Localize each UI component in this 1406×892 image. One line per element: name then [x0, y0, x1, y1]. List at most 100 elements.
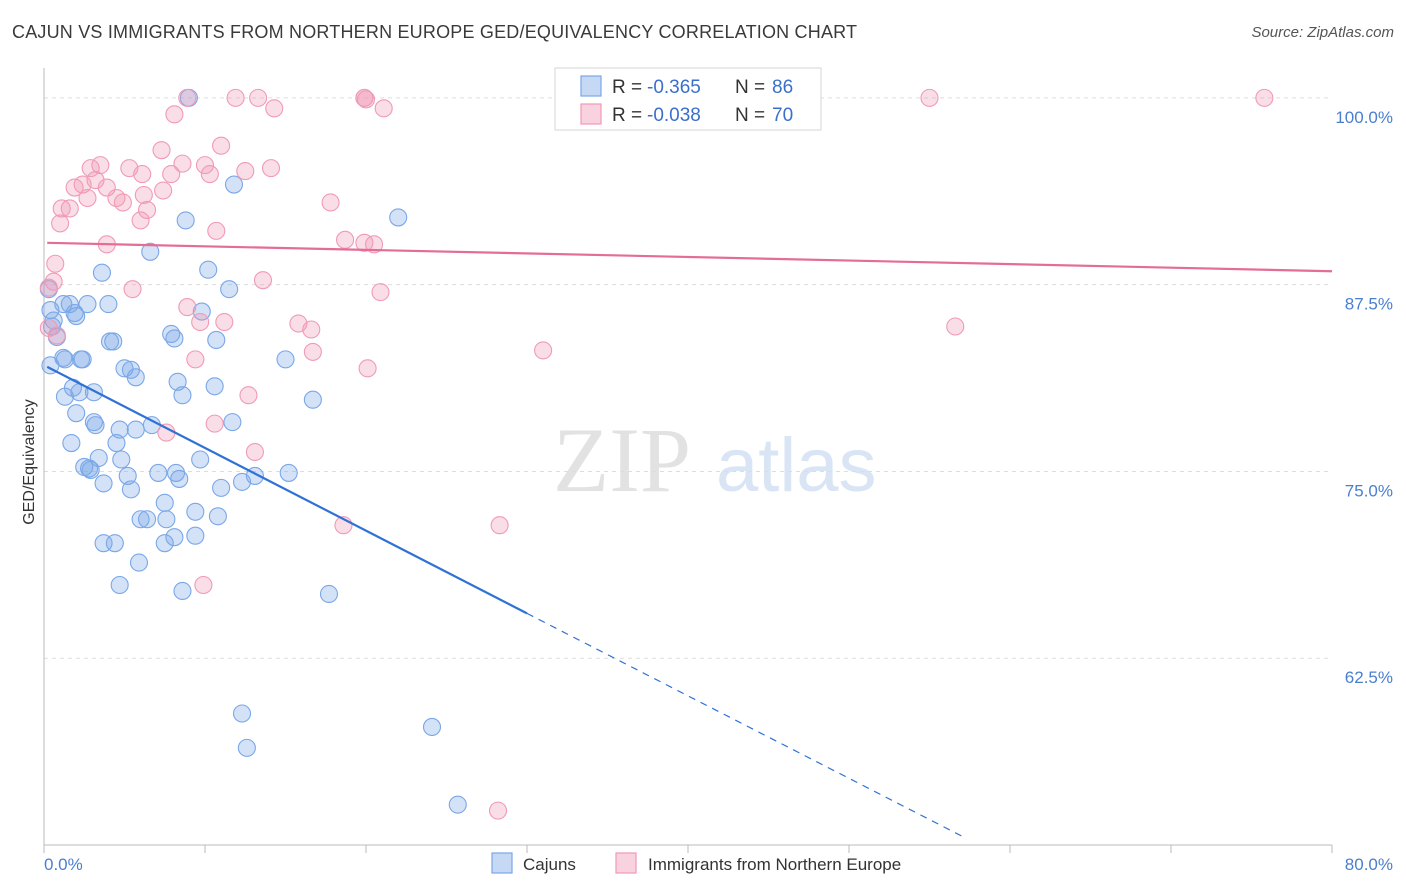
stats-r-label-1: R =: [612, 77, 642, 98]
data-point: [245, 442, 264, 462]
data-point: [110, 575, 129, 595]
data-point: [155, 534, 174, 553]
data-point: [126, 368, 145, 387]
data-point: [149, 463, 168, 482]
data-point: [67, 404, 86, 423]
data-point: [200, 165, 219, 184]
data-point: [107, 434, 126, 453]
data-point: [336, 230, 355, 249]
data-point: [488, 801, 508, 820]
data-point: [173, 386, 192, 405]
data-point: [186, 526, 205, 545]
data-point: [92, 263, 112, 282]
source-credit: Source: ZipAtlas.com: [1251, 24, 1394, 41]
data-point: [195, 156, 215, 175]
data-point: [205, 377, 224, 396]
data-point: [131, 510, 150, 529]
data-point: [133, 165, 152, 184]
data-point: [112, 450, 131, 469]
x-tick-label-min: 0.0%: [44, 855, 83, 874]
data-point: [129, 553, 149, 572]
data-point: [154, 181, 173, 200]
data-point: [319, 584, 339, 604]
data-point: [212, 478, 231, 497]
data-point: [155, 493, 174, 512]
data-point: [1255, 88, 1274, 107]
data-point: [67, 306, 86, 326]
chart-title: CAJUN VS IMMIGRANTS FROM NORTHERN EUROPE…: [12, 22, 858, 42]
data-point: [371, 283, 390, 302]
data-point: [364, 235, 384, 254]
data-point: [223, 413, 242, 432]
legend-label-immigrants: Immigrants from Northern Europe: [648, 855, 901, 874]
data-point: [207, 330, 226, 350]
trend-line-cajuns-extrapolated: [526, 612, 962, 837]
data-point: [165, 329, 184, 348]
data-point: [99, 295, 118, 314]
data-point: [422, 717, 442, 737]
data-point: [62, 434, 81, 453]
data-point: [78, 188, 97, 208]
legend-swatch-immigrants: [615, 852, 637, 874]
x-tick-label-max: 80.0%: [1345, 855, 1393, 874]
data-point: [356, 90, 376, 109]
data-point: [358, 359, 377, 378]
stats-r-label-2: R =: [612, 105, 642, 126]
data-point: [232, 704, 252, 723]
data-point: [946, 317, 965, 336]
y-tick-label: 62.5%: [1345, 668, 1393, 687]
data-point: [165, 528, 184, 547]
data-point: [261, 159, 281, 178]
data-point: [355, 233, 374, 252]
watermark-atlas: atlas: [716, 423, 877, 508]
data-point: [65, 178, 84, 197]
data-point: [105, 534, 124, 553]
data-point: [199, 260, 218, 279]
data-point: [141, 242, 160, 261]
data-point: [104, 332, 123, 351]
data-point: [534, 341, 553, 360]
tick-labels: 100.0% 87.5% 75.0% 62.5% 0.0% 80.0%: [44, 108, 1393, 874]
legend-label-cajuns: Cajuns: [523, 855, 576, 874]
data-point: [113, 193, 132, 212]
data-point: [224, 175, 244, 194]
y-axis-title: GED/Equivalency: [21, 399, 38, 524]
data-point: [237, 738, 256, 757]
data-point: [137, 200, 157, 220]
stats-n-value-2: 70: [772, 105, 793, 126]
data-point: [173, 581, 192, 601]
data-point: [178, 298, 197, 317]
data-point: [47, 326, 66, 345]
data-point: [303, 342, 322, 361]
data-points: [39, 88, 1274, 820]
data-point: [126, 420, 145, 439]
data-point: [194, 575, 213, 595]
data-point: [78, 295, 97, 314]
trend-lines: [46, 241, 1333, 837]
data-point: [157, 423, 176, 442]
data-point: [121, 480, 140, 499]
data-point: [162, 165, 181, 184]
data-point: [176, 211, 195, 230]
data-point: [220, 280, 239, 299]
stats-legend: R = -0.365 N = 86 R = -0.038 N = 70: [554, 67, 822, 131]
stats-swatch-cajuns: [580, 75, 602, 97]
stats-n-value-1: 86: [772, 77, 793, 98]
data-point: [389, 208, 408, 227]
data-point: [212, 136, 231, 155]
stats-r-value-2: -0.038: [647, 105, 701, 126]
stats-swatch-immigrants: [580, 103, 602, 125]
data-point: [249, 88, 268, 107]
data-point: [42, 317, 62, 336]
data-point: [207, 221, 226, 240]
data-point: [110, 420, 129, 439]
legend-swatch-cajuns: [491, 852, 513, 874]
data-point: [168, 372, 187, 391]
stats-n-label-2: N =: [735, 105, 765, 126]
data-point: [170, 469, 189, 488]
data-point: [186, 350, 205, 369]
data-point: [81, 460, 100, 479]
data-point: [81, 159, 100, 178]
data-point: [118, 466, 137, 485]
data-point: [226, 88, 245, 107]
